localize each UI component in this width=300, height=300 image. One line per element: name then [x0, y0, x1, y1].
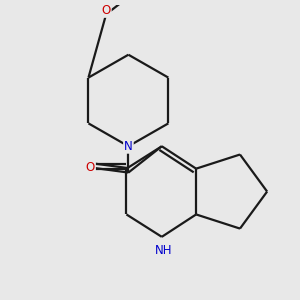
- Text: N: N: [124, 140, 133, 153]
- Text: O: O: [101, 4, 111, 17]
- Text: O: O: [85, 161, 95, 174]
- Text: NH: NH: [155, 244, 172, 257]
- Text: O: O: [85, 162, 95, 175]
